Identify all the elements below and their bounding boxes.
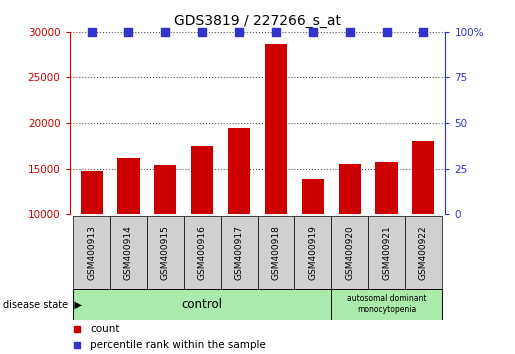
Bar — [265, 44, 287, 214]
Point — [419, 29, 427, 35]
Bar — [302, 179, 324, 214]
Text: GSM400920: GSM400920 — [345, 225, 354, 280]
Text: GSM400917: GSM400917 — [234, 225, 244, 280]
Text: GSM400915: GSM400915 — [161, 225, 170, 280]
Point — [161, 29, 169, 35]
Bar — [117, 158, 140, 214]
Bar — [258, 216, 295, 289]
Bar — [184, 216, 220, 289]
Bar — [331, 289, 442, 320]
Text: GSM400918: GSM400918 — [271, 225, 281, 280]
Text: percentile rank within the sample: percentile rank within the sample — [90, 340, 266, 350]
Bar — [191, 146, 213, 214]
Text: GSM400914: GSM400914 — [124, 225, 133, 280]
Point — [382, 29, 390, 35]
Bar — [295, 216, 331, 289]
Text: GSM400921: GSM400921 — [382, 225, 391, 280]
Point — [73, 342, 81, 348]
Bar — [368, 216, 405, 289]
Bar — [338, 164, 360, 214]
Point — [73, 326, 81, 332]
Text: disease state  ▶: disease state ▶ — [3, 299, 81, 309]
Bar — [331, 216, 368, 289]
Bar — [220, 216, 258, 289]
Bar — [73, 216, 110, 289]
Bar — [413, 141, 435, 214]
Point — [272, 29, 280, 35]
Bar — [375, 162, 398, 214]
Text: GSM400916: GSM400916 — [198, 225, 207, 280]
Point — [88, 29, 96, 35]
Bar — [228, 127, 250, 214]
Text: GSM400913: GSM400913 — [87, 225, 96, 280]
Bar — [73, 289, 331, 320]
Point — [308, 29, 317, 35]
Point — [198, 29, 207, 35]
Bar — [110, 216, 147, 289]
Text: GSM400922: GSM400922 — [419, 225, 428, 280]
Text: count: count — [90, 324, 119, 334]
Bar — [147, 216, 184, 289]
Text: autosomal dominant
monocytopenia: autosomal dominant monocytopenia — [347, 295, 426, 314]
Bar — [405, 216, 442, 289]
Title: GDS3819 / 227266_s_at: GDS3819 / 227266_s_at — [174, 14, 341, 28]
Text: control: control — [182, 298, 222, 311]
Bar — [154, 165, 177, 214]
Bar — [80, 171, 102, 214]
Point — [346, 29, 354, 35]
Text: GSM400919: GSM400919 — [308, 225, 317, 280]
Point — [235, 29, 243, 35]
Point — [125, 29, 133, 35]
